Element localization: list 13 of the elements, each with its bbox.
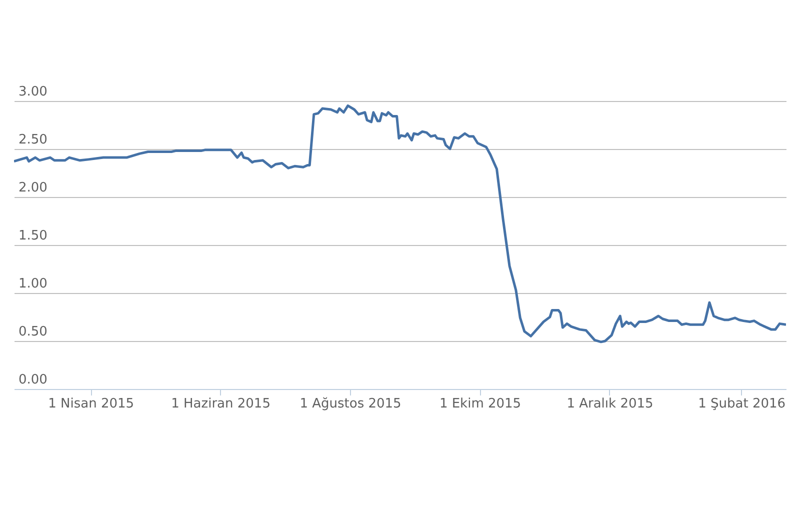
x-tick-label: 1 Ağustos 2015 — [300, 396, 402, 412]
x-tick-label: 1 Haziran 2015 — [171, 396, 270, 412]
y-tick-label: 0.50 — [18, 324, 48, 340]
y-tick-label: 1.00 — [18, 276, 48, 292]
x-tick-label: 1 Nisan 2015 — [48, 396, 134, 412]
y-tick-label: 2.50 — [18, 132, 48, 148]
y-tick-label: 2.00 — [18, 180, 48, 196]
y-tick-label: 0.00 — [18, 372, 48, 388]
y-tick-label: 1.50 — [18, 228, 48, 244]
x-tick-label: 1 Aralık 2015 — [566, 396, 654, 412]
y-tick-label: 3.00 — [18, 84, 48, 100]
x-tick-label: 1 Ekim 2015 — [439, 396, 522, 412]
x-tick-label: 1 Şubat 2016 — [698, 396, 786, 412]
